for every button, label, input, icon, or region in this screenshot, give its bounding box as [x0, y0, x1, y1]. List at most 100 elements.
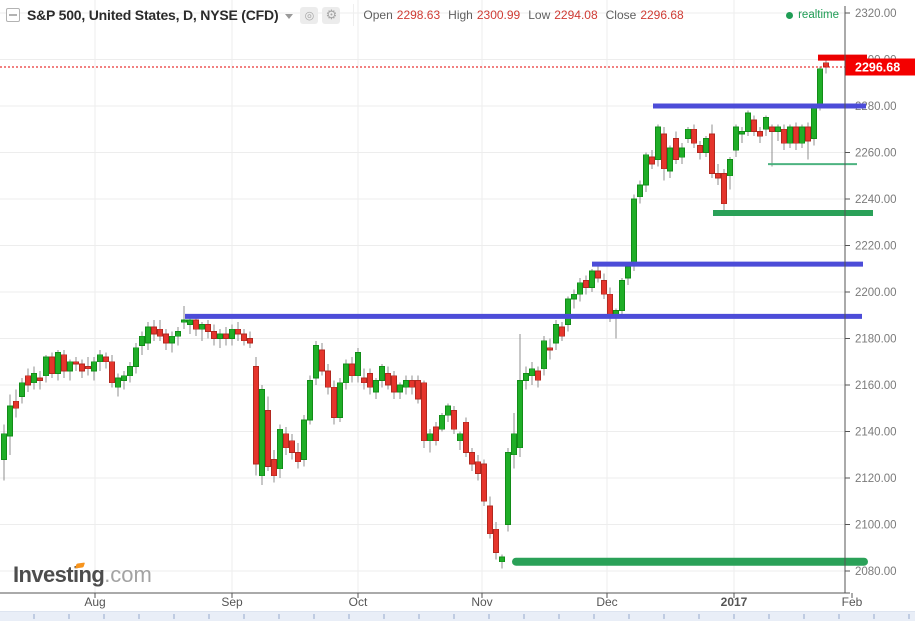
bottom-scrollbar[interactable] [0, 611, 915, 621]
candle-up [229, 328, 235, 339]
close-label: Close [605, 8, 637, 22]
candle-down [73, 361, 79, 365]
chart-title: S&P 500, United States, D, NYSE (CFD) [27, 7, 279, 23]
candle-down [595, 270, 601, 279]
candle-up [343, 363, 349, 384]
candle-up [199, 324, 205, 330]
time-axis-label: Dec [596, 595, 617, 609]
candle-up [571, 293, 577, 300]
candle-down [475, 461, 481, 474]
candle-down [661, 133, 667, 170]
time-axis-label: Aug [84, 595, 105, 609]
time-axis-label: Nov [471, 595, 492, 609]
price-axis-label: 2120.00 [855, 473, 897, 485]
close-value: 2296.68 [640, 8, 684, 22]
candle-down [85, 365, 91, 370]
candle-up [787, 126, 793, 144]
candle-up [169, 335, 175, 344]
candle-up [577, 282, 583, 295]
candle-down [61, 354, 67, 372]
open-label: Open [363, 8, 393, 22]
price-axis-label: 2180.00 [855, 334, 897, 346]
candle-down [271, 458, 277, 477]
candle-up [511, 433, 517, 456]
candle-down [721, 173, 727, 205]
candle-up [499, 556, 505, 563]
candle-down [109, 361, 115, 384]
realtime-indicator: realtime [786, 9, 839, 21]
ohlc-readout: Open 2298.63 High 2300.99 Low 2294.08 Cl… [363, 8, 691, 22]
candle-up [31, 372, 37, 384]
candle-up [427, 433, 433, 442]
scrollbar-marks [0, 614, 915, 619]
candle-up [685, 128, 691, 139]
header-divider [353, 4, 355, 26]
candle-down [463, 421, 469, 453]
candle-down [409, 379, 415, 388]
candle-down [673, 138, 679, 160]
price-axis-label: 2320.00 [855, 8, 897, 20]
candle-up [307, 379, 313, 421]
candle-down [385, 372, 391, 386]
candle-down [793, 126, 799, 144]
candle-up [541, 340, 547, 370]
target-icon[interactable]: ◎ [300, 6, 319, 24]
candle-up [217, 333, 223, 339]
candle-down [361, 377, 367, 384]
candle-down [349, 363, 355, 377]
realtime-label: realtime [798, 9, 839, 21]
candle-up [775, 126, 781, 132]
candle-down [805, 126, 811, 142]
candle-up [133, 347, 139, 367]
candle-up [589, 270, 595, 288]
time-axis-label: Feb [842, 595, 863, 609]
candle-up [523, 372, 529, 381]
candle-down [709, 133, 715, 174]
candle-up [115, 377, 121, 388]
candle-down [547, 347, 553, 351]
candle-up [763, 117, 769, 130]
candle-up [7, 405, 13, 437]
chevron-down-icon[interactable] [285, 13, 294, 19]
candle-up [565, 298, 571, 325]
candle-up [517, 379, 523, 449]
candle-down [751, 119, 757, 132]
candle-down [691, 128, 697, 144]
candle-down [421, 382, 427, 442]
price-axis-label: 2240.00 [855, 194, 897, 206]
candle-up [355, 352, 361, 377]
candle-up [301, 419, 307, 460]
candle-up [55, 352, 61, 374]
realtime-dot-icon [786, 11, 794, 19]
logo-suffix: .com [104, 562, 152, 587]
candle-up [745, 112, 751, 132]
candle-down [163, 333, 169, 344]
candle-up [637, 184, 643, 198]
candle-up [655, 126, 661, 160]
candle-down [391, 375, 397, 393]
candle-up [625, 266, 631, 279]
price-axis-label: 2260.00 [855, 148, 897, 160]
candle-down [103, 356, 109, 363]
candle-up [277, 428, 283, 470]
chart-header: S&P 500, United States, D, NYSE (CFD) ◎ … [0, 0, 915, 30]
candle-down [151, 326, 157, 335]
time-axis-label: Sep [221, 595, 243, 609]
candle-down [235, 328, 241, 335]
candle-down [193, 319, 199, 330]
collapse-icon[interactable] [6, 8, 20, 22]
candle-down [283, 433, 289, 449]
gear-icon[interactable]: ⚙ [322, 6, 341, 24]
candle-down [535, 370, 541, 381]
candle-down [433, 426, 439, 442]
candle-down [823, 62, 829, 68]
investing-logo[interactable]: Investing.com [13, 562, 152, 587]
candle-up [667, 147, 673, 172]
price-axis-label: 2140.00 [855, 427, 897, 439]
candle-up [379, 365, 385, 381]
candle-down [253, 365, 259, 465]
candle-up [121, 375, 127, 381]
candle-up [703, 138, 709, 153]
candle-down [25, 375, 31, 386]
